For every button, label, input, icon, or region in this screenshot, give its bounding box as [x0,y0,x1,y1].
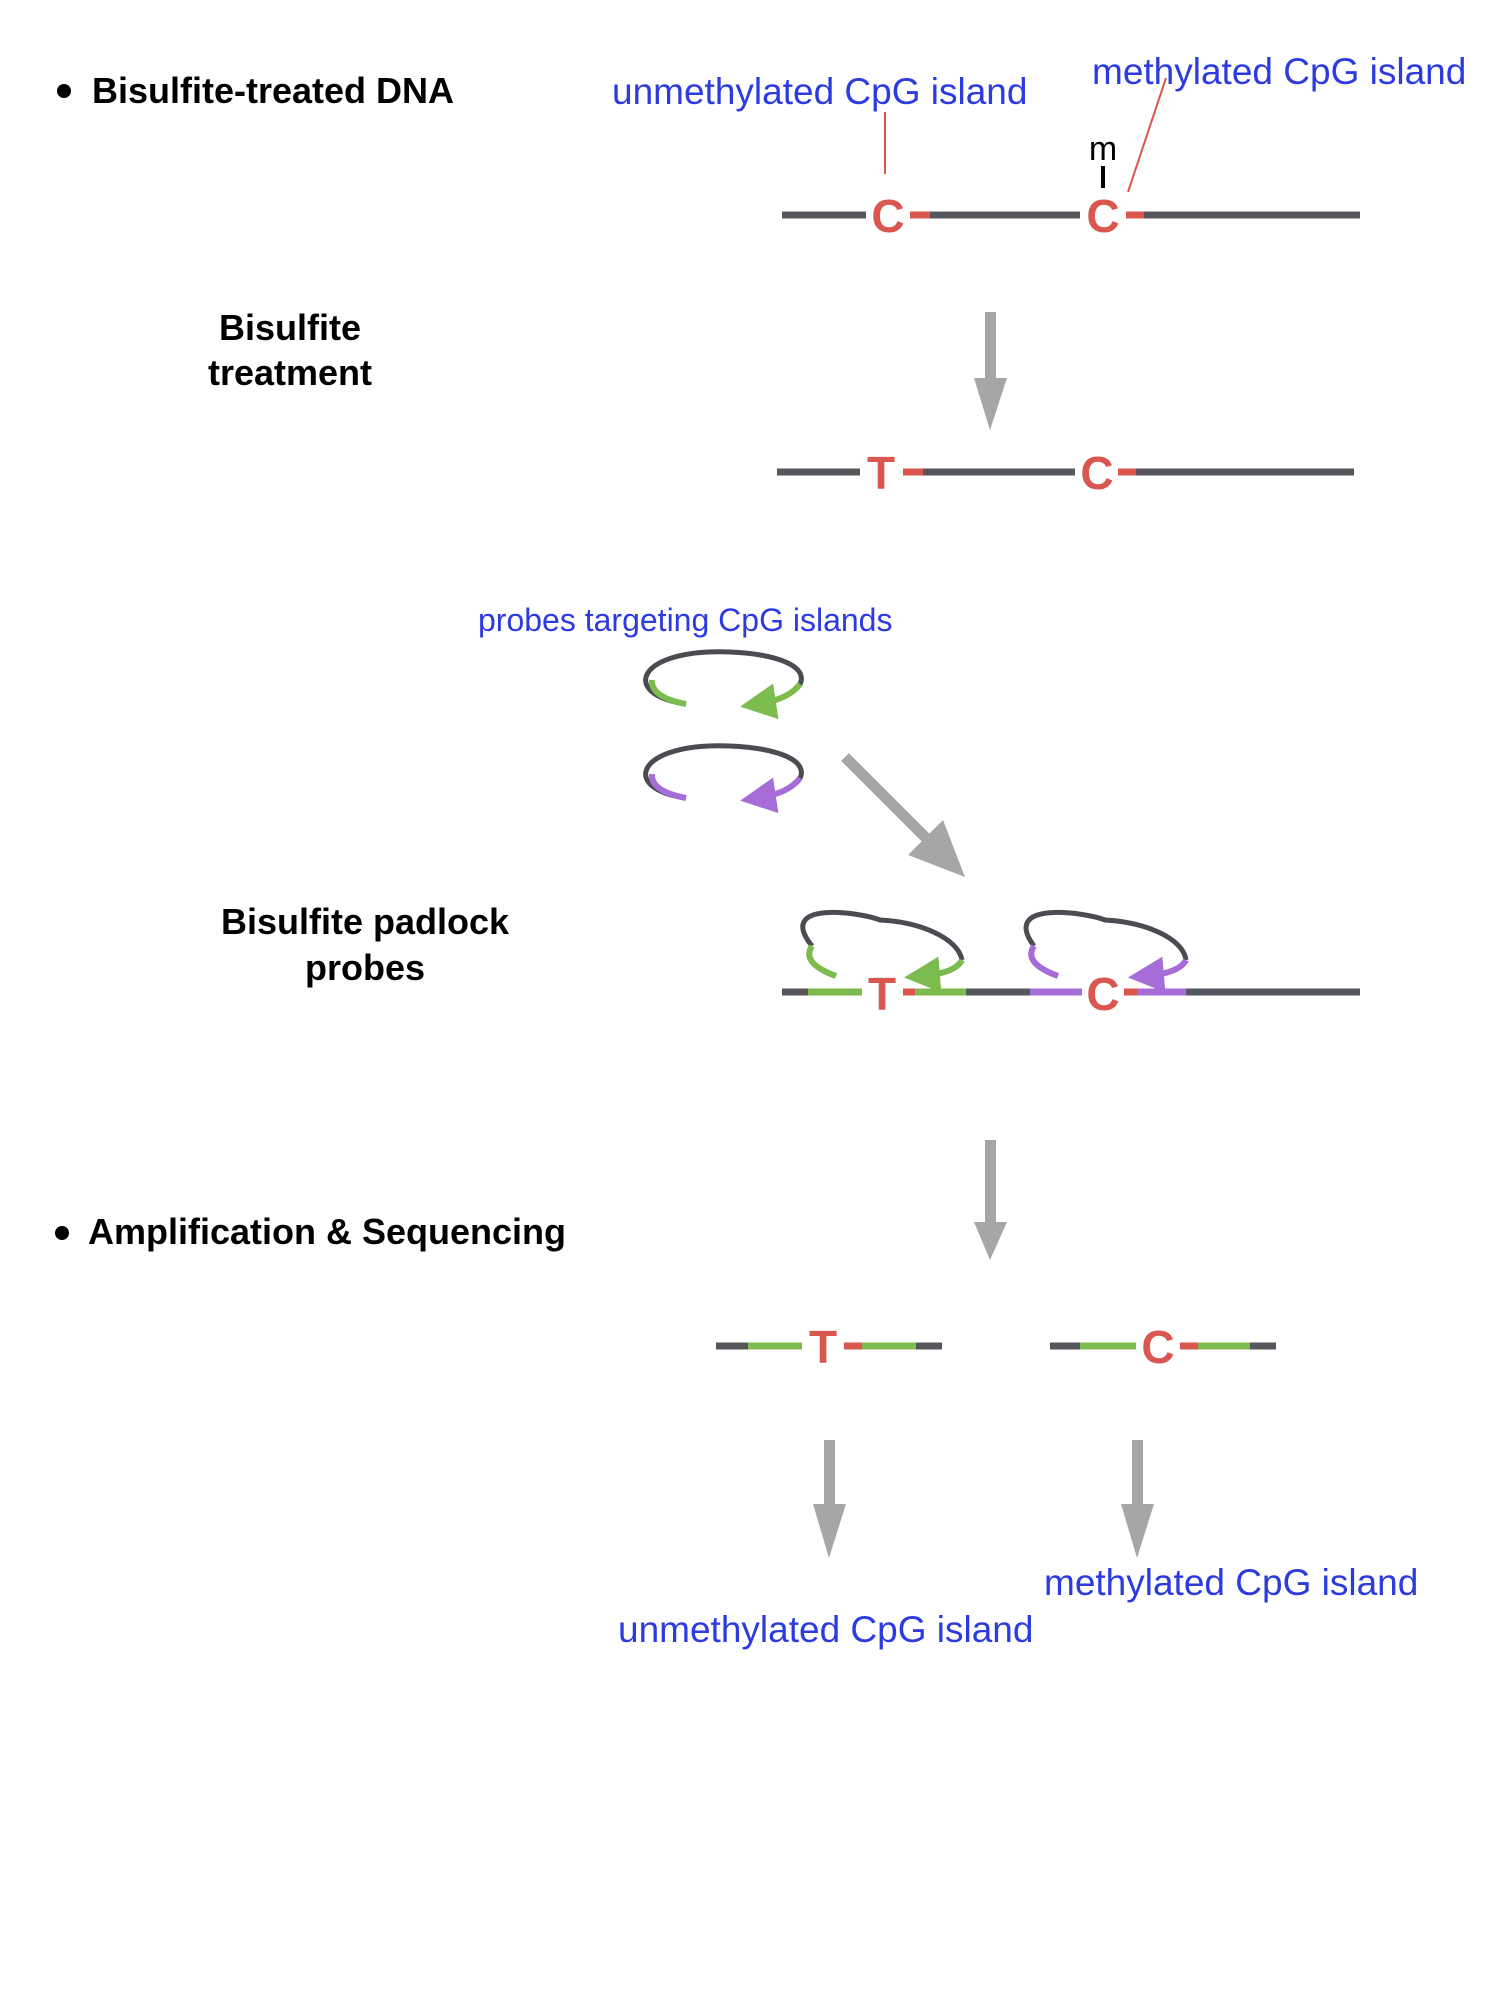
diagonal-arrow-hybridize [841,753,965,877]
treated-base-t: T [867,447,895,499]
bound-probe-green [800,909,965,993]
bound-probe-purple [1023,909,1189,993]
free-probe-purple [643,743,804,814]
down-arrow-methylated-readout [1121,1440,1154,1558]
section-title-amplification: Amplification & Sequencing [88,1211,566,1252]
free-probe-green [643,649,804,720]
methylated-cpg-label-top: methylated CpG island [1092,51,1466,92]
bullet-dot [57,84,71,98]
padlock-base-c: C [1086,968,1119,1020]
down-arrow-unmethylated-readout [813,1440,846,1558]
cpg-base-methylated: C [1086,190,1119,242]
step-label-padlock-line1: Bisulfite padlock [221,901,510,942]
amplicon-base-t: T [809,1321,837,1373]
probes-targeting-label: probes targeting CpG islands [478,602,892,638]
step-label-bisulfite-treatment-line1: Bisulfite [219,307,361,348]
methylated-cpg-label-bottom: methylated CpG island [1044,1562,1418,1603]
section-title-bisulfite-dna: Bisulfite-treated DNA [92,70,454,111]
treated-base-c: C [1080,447,1113,499]
bullet-dot [55,1226,69,1240]
unmethylated-cpg-label-top: unmethylated CpG island [612,71,1027,112]
callout-line-methylated [1127,77,1167,193]
step-label-padlock-line2: probes [305,947,425,988]
cpg-base-unmethylated: C [871,190,904,242]
unmethylated-cpg-label-bottom: unmethylated CpG island [618,1609,1033,1650]
methyl-mark: m [1089,130,1117,168]
down-arrow-treatment [974,312,1007,430]
down-arrow-amplification [974,1140,1007,1260]
step-label-bisulfite-treatment-line2: treatment [208,352,372,393]
padlock-base-t: T [868,968,896,1020]
amplicon-base-c: C [1141,1321,1174,1373]
